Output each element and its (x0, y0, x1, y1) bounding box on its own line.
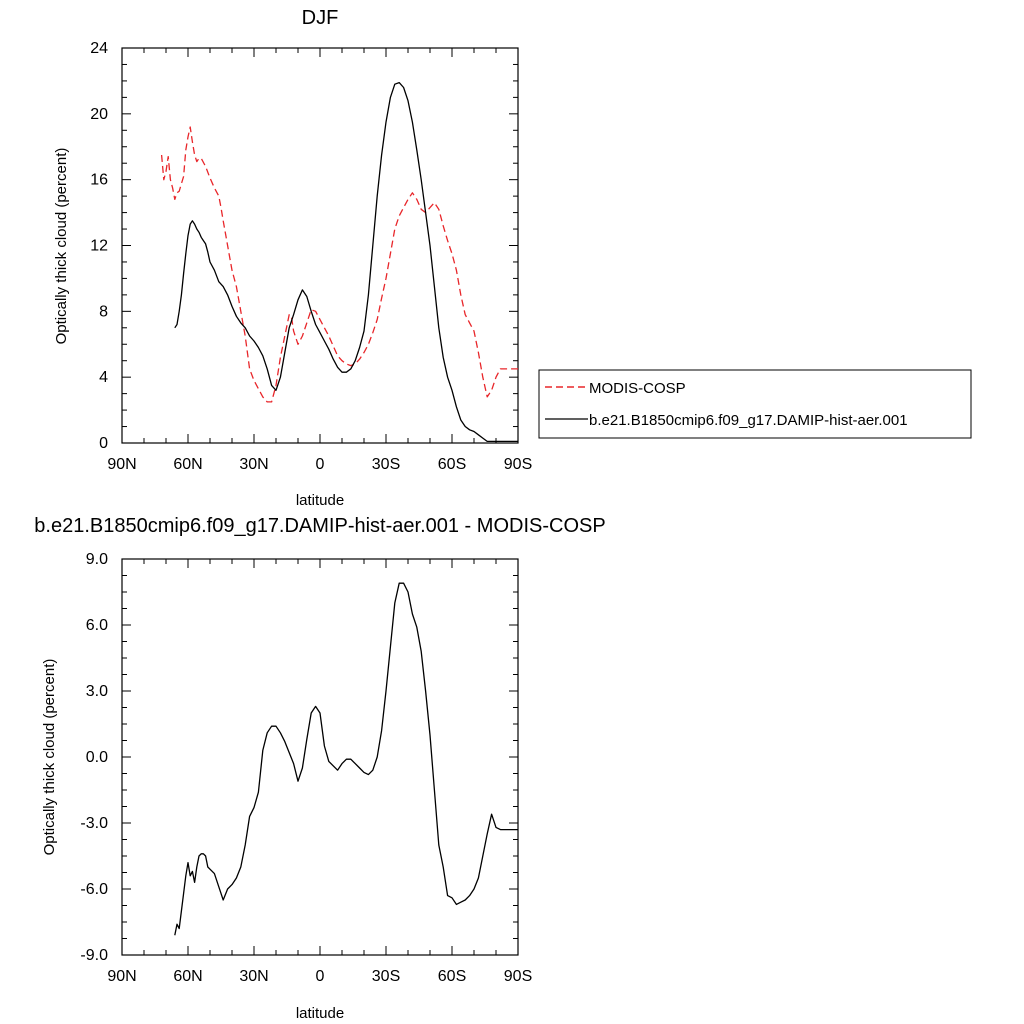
series-line-difference (174, 582, 518, 936)
plot-frame (121, 47, 519, 444)
x-axis-label: latitude (296, 1005, 344, 1022)
x-tick-label: 90N (107, 968, 136, 985)
y-tick-label: -9.0 (80, 947, 108, 964)
legend: MODIS-COSP b.e21.B1850cmip6.f09_g17.DAMI… (538, 369, 972, 439)
y-tick-label: 0.0 (86, 749, 108, 766)
x-tick-label: 30N (239, 968, 268, 985)
x-tick-label: 90S (504, 968, 532, 985)
series-line-b-e21-b1850cmip6-f09-g17-damip-hist-aer-001 (174, 81, 518, 443)
x-tick-label: 30S (372, 968, 400, 985)
y-tick-label: -3.0 (80, 815, 108, 832)
y-tick-label: 3.0 (86, 683, 108, 700)
y-tick-label: 16 (90, 172, 108, 189)
x-tick-label: 90N (107, 456, 136, 473)
axis-ticks: 90N 60N 30N 0 30S 60S 90S 0 4 8 12 16 20 24 (90, 40, 532, 473)
x-tick-label: 30S (372, 456, 400, 473)
series-lines (174, 582, 518, 936)
djf-panel: DJF 90N 60N 30N 0 30S 60S 90S 0 4 8 12 16 20 24 latit… (53, 7, 972, 509)
x-axis-label: latitude (296, 492, 344, 509)
x-tick-label: 0 (316, 968, 325, 985)
y-tick-label: 4 (99, 369, 108, 386)
series-line-modis-cosp (160, 126, 518, 403)
series-lines (160, 81, 518, 443)
y-tick-label: -6.0 (80, 881, 108, 898)
x-tick-label: 60S (438, 456, 466, 473)
legend-label-model: b.e21.B1850cmip6.f09_g17.DAMIP-hist-aer.… (589, 412, 908, 429)
y-tick-label: 9.0 (86, 551, 108, 568)
axis-ticks: 90N 60N 30N 0 30S 60S 90S -9.0 -6.0 -3.0 0.0 3.0 6.0… (80, 551, 532, 985)
y-tick-label: 6.0 (86, 617, 108, 634)
y-axis-label: Optically thick cloud (percent) (53, 148, 70, 345)
y-tick-label: 0 (99, 435, 108, 452)
x-tick-label: 60N (173, 456, 202, 473)
y-tick-label: 20 (90, 106, 108, 123)
x-tick-label: 60N (173, 968, 202, 985)
legend-label-modis: MODIS-COSP (589, 380, 686, 397)
x-tick-label: 0 (316, 456, 325, 473)
chart-title: b.e21.B1850cmip6.f09_g17.DAMIP-hist-aer.… (34, 515, 605, 537)
x-tick-label: 60S (438, 968, 466, 985)
legend-box (538, 369, 972, 439)
y-tick-label: 8 (99, 303, 108, 320)
difference-panel: b.e21.B1850cmip6.f09_g17.DAMIP-hist-aer.… (34, 515, 605, 1022)
y-tick-label: 24 (90, 40, 108, 57)
x-tick-label: 90S (504, 456, 532, 473)
y-axis-label: Optically thick cloud (percent) (41, 659, 58, 856)
x-tick-label: 30N (239, 456, 268, 473)
plot-frame (121, 558, 519, 956)
chart-title: DJF (302, 7, 339, 29)
y-tick-label: 12 (90, 238, 108, 255)
